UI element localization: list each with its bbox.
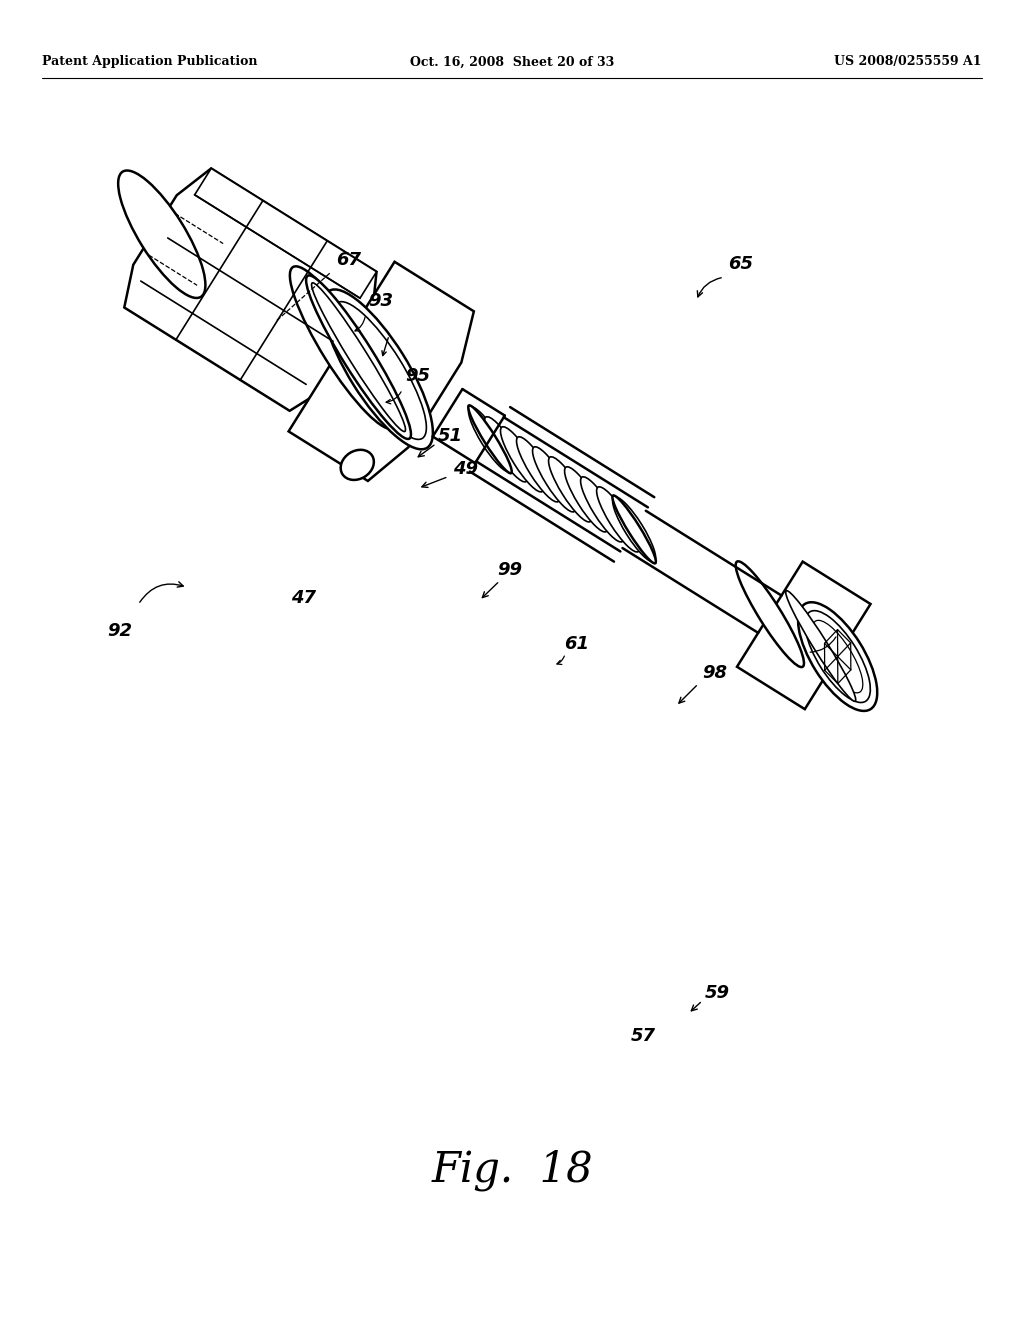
Ellipse shape [118, 170, 206, 298]
Text: 93: 93 [369, 292, 393, 310]
Ellipse shape [501, 426, 544, 492]
Ellipse shape [805, 611, 870, 702]
Text: 57: 57 [631, 1027, 655, 1045]
Text: 65: 65 [728, 255, 753, 273]
Text: Oct. 16, 2008  Sheet 20 of 33: Oct. 16, 2008 Sheet 20 of 33 [410, 55, 614, 69]
Text: 61: 61 [564, 635, 589, 653]
Text: Patent Application Publication: Patent Application Publication [42, 55, 257, 69]
Ellipse shape [468, 407, 512, 471]
Text: 95: 95 [406, 367, 430, 385]
Ellipse shape [735, 561, 804, 667]
Text: 92: 92 [108, 622, 132, 640]
Text: 59: 59 [705, 983, 729, 1002]
Ellipse shape [581, 477, 624, 543]
Ellipse shape [785, 590, 856, 701]
Ellipse shape [798, 602, 878, 711]
Ellipse shape [468, 405, 512, 474]
Ellipse shape [516, 437, 559, 502]
Ellipse shape [324, 289, 433, 449]
Text: 98: 98 [702, 664, 727, 682]
Ellipse shape [612, 496, 655, 562]
Polygon shape [124, 169, 377, 411]
Text: US 2008/0255559 A1: US 2008/0255559 A1 [835, 55, 982, 69]
Polygon shape [737, 561, 870, 709]
Ellipse shape [484, 417, 527, 482]
Ellipse shape [564, 467, 607, 532]
Polygon shape [289, 261, 474, 480]
Polygon shape [195, 169, 377, 298]
Ellipse shape [549, 457, 592, 521]
Text: 99: 99 [498, 561, 522, 579]
Text: 51: 51 [438, 426, 463, 445]
Ellipse shape [612, 495, 656, 564]
Text: 67: 67 [336, 251, 360, 269]
Text: Fig.  18: Fig. 18 [431, 1148, 593, 1191]
Text: 47: 47 [291, 589, 315, 607]
Text: 49: 49 [454, 459, 478, 478]
Ellipse shape [306, 276, 411, 440]
Ellipse shape [597, 487, 640, 552]
Ellipse shape [532, 446, 575, 512]
Ellipse shape [290, 267, 396, 429]
Ellipse shape [341, 450, 374, 480]
